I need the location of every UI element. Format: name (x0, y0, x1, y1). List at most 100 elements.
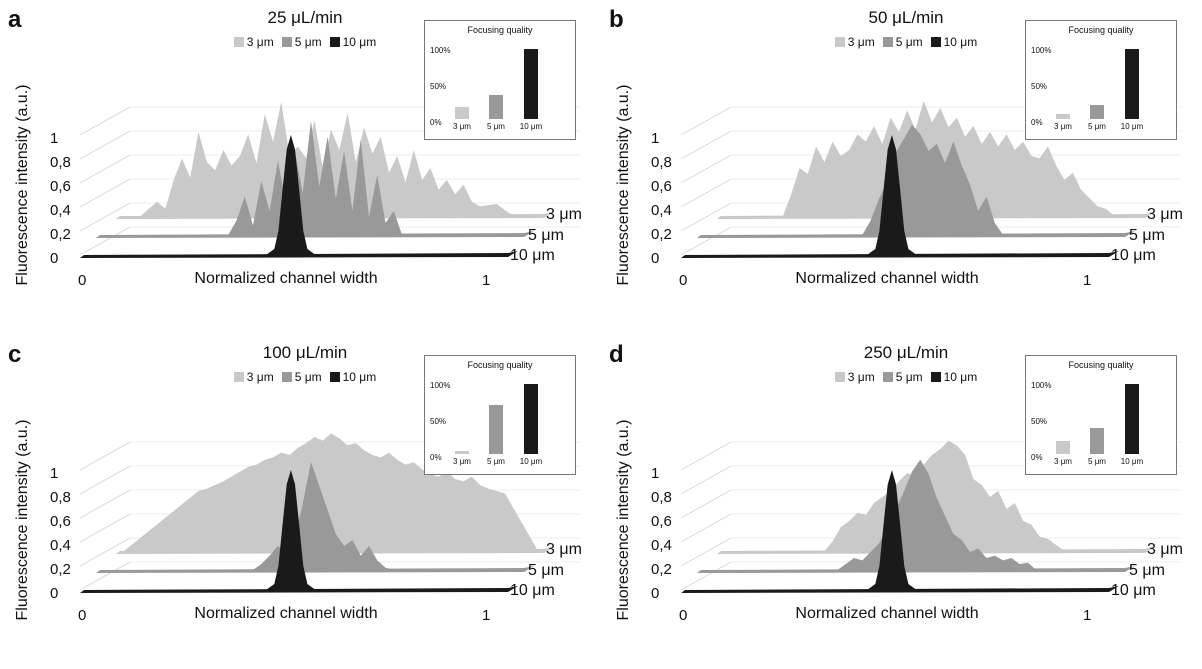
grid-line-diagonal (680, 130, 732, 160)
chart-panel-d: d 250 μL/min 3 μm 5 μm 10 μm Fluorescence int… (601, 335, 1202, 669)
legend-swatch (233, 372, 244, 382)
series-area-2 (88, 135, 502, 255)
grid-line-diagonal (79, 513, 131, 543)
chart-panel-a: a 25 μL/min 3 μm 5 μm 10 μm Fluorescence inte… (0, 0, 601, 334)
inset-bar (524, 384, 538, 454)
series-depth-label: 5 μm (528, 562, 564, 579)
inset-bar (489, 94, 503, 119)
inset-x-label: 10 μm (519, 457, 543, 466)
y-tick-label: 0,8 (50, 489, 71, 506)
grid-line-diagonal (79, 178, 131, 208)
y-tick-label: 1 (651, 465, 660, 482)
grid-line-diagonal (79, 130, 131, 160)
legend-swatch (281, 372, 292, 382)
grid-line-diagonal (680, 561, 732, 591)
inset-y-tick: 0% (1031, 453, 1043, 462)
legend-swatch (930, 37, 941, 47)
x-axis-label: Normalized channel width (194, 270, 378, 287)
inset-x-label: 5 μm (1088, 122, 1106, 131)
series-depth-label: 3 μm (1147, 206, 1183, 223)
chart-legend: 3 μm 5 μm 10 μm (180, 35, 430, 49)
inset-title: Focusing quality (1068, 360, 1134, 370)
panel-letter: c (8, 341, 22, 368)
legend-label: 5 μm (294, 35, 322, 49)
y-tick-label: 0,4 (50, 537, 71, 554)
grid-line-diagonal (680, 106, 732, 136)
grid-line-diagonal (680, 537, 732, 567)
series-area-0 (124, 433, 538, 551)
grid-line-diagonal (79, 489, 131, 519)
y-axis-label: Fluorescence intensity (a.u.) (14, 84, 31, 286)
inset-y-tick: 50% (430, 82, 447, 91)
grid-line-diagonal (79, 202, 131, 232)
inset-bar (1056, 441, 1070, 454)
inset-x-label: 10 μm (1120, 122, 1144, 131)
legend-label: 3 μm (847, 35, 875, 49)
inset-y-tick: 50% (1031, 82, 1048, 91)
legend-item: 5 μm (281, 35, 322, 49)
x-tick-label: 0 (78, 272, 87, 289)
inset-bar (1056, 114, 1070, 119)
grid-line-diagonal (680, 513, 732, 543)
chart-legend: 3 μm 5 μm 10 μm (180, 370, 430, 384)
inset-y-tick: 100% (430, 381, 451, 390)
inset-bar (1090, 428, 1104, 454)
inset-x-label: 3 μm (1054, 122, 1072, 131)
inset-title: Focusing quality (467, 25, 533, 35)
legend-label: 10 μm (342, 370, 377, 384)
y-tick-label: 0 (651, 250, 660, 267)
grid-line-diagonal (79, 106, 131, 136)
inset-y-tick: 50% (1031, 417, 1048, 426)
y-tick-label: 0,8 (651, 489, 672, 506)
legend-swatch (930, 372, 941, 382)
series-floor-2 (80, 586, 518, 593)
inset-focusing-quality: Focusing quality 100% 50% 0% 3 μm 5 μm 10 μm (424, 355, 576, 475)
x-tick-label: 0 (679, 607, 688, 624)
grid-line-diagonal (680, 226, 732, 256)
series-floor-2 (681, 586, 1119, 593)
series-area-1 (104, 121, 518, 235)
grid-line-diagonal (79, 537, 131, 567)
x-tick-label: 1 (1083, 272, 1092, 289)
y-tick-label: 0,6 (651, 178, 672, 195)
series-area-1 (104, 462, 518, 570)
inset-bar (455, 107, 469, 119)
legend-swatch (834, 372, 845, 382)
series-area-1 (705, 459, 1119, 570)
series-depth-label: 5 μm (1129, 227, 1165, 244)
series-area-2 (689, 470, 1103, 590)
series-floor-1 (697, 231, 1135, 238)
legend-item: 5 μm (281, 370, 322, 384)
plot-svg (79, 102, 580, 258)
chart-title: 25 μL/min (267, 8, 343, 27)
inset-y-tick: 100% (430, 46, 451, 55)
y-tick-label: 0 (50, 585, 59, 602)
inset-bar (489, 405, 503, 454)
inset-x-label: 3 μm (1054, 457, 1072, 466)
legend-item: 10 μm (930, 35, 978, 49)
legend-item: 10 μm (329, 370, 377, 384)
series-depth-label: 5 μm (1129, 562, 1165, 579)
y-tick-label: 0,2 (50, 226, 71, 243)
legend-item: 10 μm (329, 35, 376, 49)
legend-swatch (882, 37, 893, 47)
y-tick-label: 1 (50, 465, 59, 482)
y-tick-label: 0,8 (50, 154, 71, 171)
legend-label: 10 μm (943, 35, 978, 49)
y-tick-label: 0,6 (50, 513, 71, 530)
legend-swatch (834, 37, 845, 47)
y-axis-label: Fluorescence intensity (a.u.) (14, 419, 31, 621)
legend-item: 3 μm (834, 370, 875, 384)
inset-x-label: 5 μm (487, 457, 505, 466)
x-tick-label: 1 (482, 607, 491, 624)
series-area-2 (88, 470, 502, 590)
legend-swatch (329, 372, 340, 382)
inset-x-label: 3 μm (453, 122, 471, 131)
inset-x-label: 5 μm (1088, 457, 1106, 466)
y-tick-label: 0,4 (50, 202, 71, 219)
y-tick-label: 0,6 (50, 178, 71, 195)
series-floor-1 (96, 231, 534, 238)
inset-bar (1125, 49, 1139, 119)
grid-line-diagonal (79, 561, 131, 591)
x-axis-label: Normalized channel width (795, 270, 979, 287)
